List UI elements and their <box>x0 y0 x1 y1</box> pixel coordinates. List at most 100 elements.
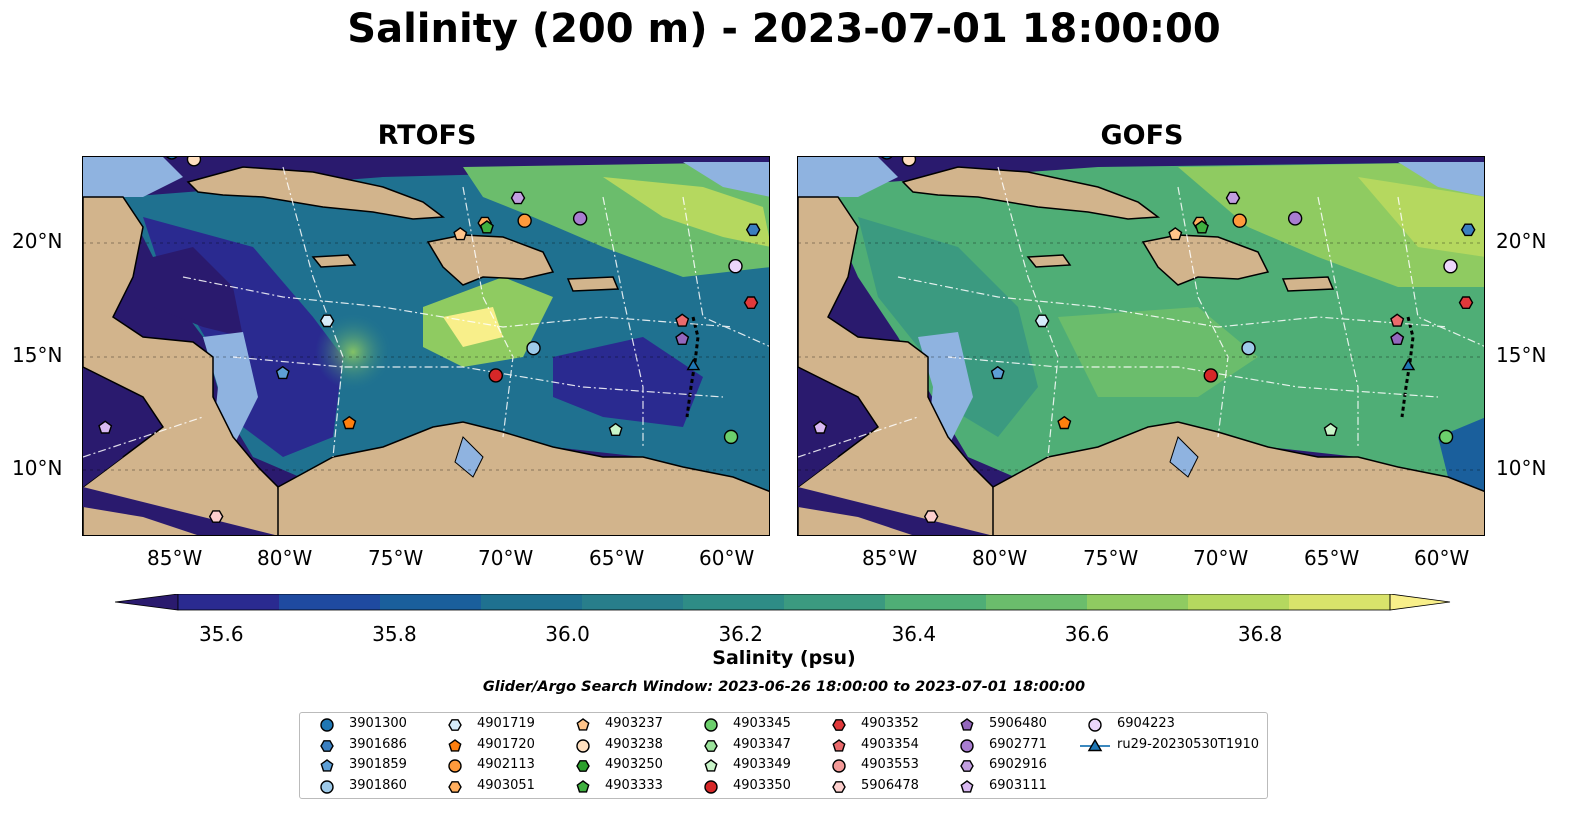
colorbar-bin-5 <box>582 594 684 610</box>
gofs-map-panel[interactable] <box>797 156 1485 536</box>
colorbar-bin-6 <box>683 594 785 610</box>
pacific-ocean <box>798 427 838 487</box>
float-marker-3901860[interactable] <box>526 340 541 356</box>
float-marker-3901860[interactable] <box>1241 340 1256 356</box>
gofs-float-markers <box>813 157 1476 523</box>
float-marker-4903349[interactable] <box>608 422 623 436</box>
float-marker-4903333[interactable] <box>479 220 494 234</box>
legend-marker-circle <box>704 718 718 732</box>
lake-maracaibo <box>1169 436 1199 478</box>
legend-label: 3901860 <box>349 777 407 793</box>
legend-marker-pentagon <box>832 738 846 752</box>
float-marker-4903333[interactable] <box>1194 220 1209 234</box>
legend-label: 3901686 <box>349 736 407 752</box>
lon-label-5: 60°W <box>1414 546 1470 570</box>
float-marker-6903111[interactable] <box>813 420 828 434</box>
hispaniola-land <box>426 234 555 286</box>
float-marker-4903350[interactable] <box>488 368 503 383</box>
lon-label-4: 65°W <box>1304 546 1360 570</box>
lon-label-2: 75°W <box>368 546 424 570</box>
legend-marker-hexagon <box>832 780 846 793</box>
legend-label: 4902113 <box>477 757 535 772</box>
rtofs-map-svg <box>83 157 769 535</box>
legend-marker-pentagon <box>704 759 718 772</box>
float-marker-4901719[interactable] <box>319 314 335 328</box>
float-marker-6903111[interactable] <box>98 420 113 434</box>
gulf-shelf <box>83 157 183 197</box>
float-marker-5906478[interactable] <box>923 510 939 523</box>
float-marker-6904223[interactable] <box>1443 259 1458 274</box>
float-marker-4903354[interactable] <box>675 313 690 327</box>
pacific-coast <box>83 487 275 535</box>
float-marker-4903345[interactable] <box>723 429 739 445</box>
legend-label: 6904223 <box>1117 716 1175 731</box>
legend-label: 6902771 <box>989 736 1047 752</box>
legend-marker-pentagon <box>576 779 590 793</box>
rtofs-float-markers <box>98 157 761 523</box>
float-marker-4903354[interactable] <box>1390 313 1405 327</box>
colorbar-extend-high <box>1389 594 1451 611</box>
float-marker-3901859[interactable] <box>275 365 290 380</box>
float-marker-4901719[interactable] <box>1034 314 1050 328</box>
legend-marker-circle <box>832 759 846 773</box>
legend-marker-hexagon <box>832 719 846 731</box>
float-marker-4903352[interactable] <box>743 296 759 310</box>
float-marker-4902113[interactable] <box>1232 213 1247 228</box>
legend-label: 6903111 <box>989 777 1047 793</box>
lake-maracaibo <box>454 436 484 478</box>
float-marker-4903352[interactable] <box>1458 296 1474 310</box>
float-marker-6902916[interactable] <box>510 191 526 205</box>
float-marker-4902113[interactable] <box>517 213 532 228</box>
float-marker-4903237[interactable] <box>453 227 468 241</box>
legend-marker-circle <box>448 759 462 773</box>
float-marker-4903237[interactable] <box>1168 227 1183 241</box>
float-marker-ru29-20230530T1910[interactable] <box>686 358 701 371</box>
legend-label: 4903238 <box>605 736 663 752</box>
float-marker-3901686[interactable] <box>1460 223 1476 237</box>
float-marker-4903345[interactable] <box>1438 429 1454 445</box>
float-marker-3901300[interactable] <box>880 157 893 160</box>
rtofs-map-panel[interactable] <box>82 156 770 536</box>
puerto-rico-land <box>566 276 620 292</box>
colorbar-tick-5: 36.6 <box>1064 622 1110 646</box>
float-marker-4901720[interactable] <box>1057 415 1072 430</box>
float-marker-ru29-20230530T1910[interactable] <box>1401 358 1416 371</box>
colorbar-bin-12 <box>1289 594 1391 610</box>
float-marker-6902771[interactable] <box>572 211 588 226</box>
float-marker-4903349[interactable] <box>1323 422 1338 436</box>
lon-label-3: 70°W <box>478 546 534 570</box>
colorbar-bin-3 <box>380 594 482 610</box>
float-marker-6902916[interactable] <box>1225 191 1241 205</box>
float-marker-4903238[interactable] <box>901 157 917 167</box>
legend-label: 5906478 <box>861 777 919 793</box>
lon-label-0: 85°W <box>147 546 203 570</box>
legend-marker-hexagon <box>448 719 462 731</box>
legend-marker-circle <box>320 779 334 794</box>
lat-label-1: 15°N <box>1496 343 1547 367</box>
south-america-land <box>277 421 769 535</box>
legend-label: 3901300 <box>349 716 407 731</box>
lon-label-4: 65°W <box>589 546 645 570</box>
float-marker-4903350[interactable] <box>1203 368 1218 383</box>
legend-marker-triangle-line <box>1080 738 1110 751</box>
float-marker-4903238[interactable] <box>186 157 202 167</box>
colorbar-frame <box>177 594 1391 611</box>
float-marker-4901720[interactable] <box>342 415 357 430</box>
float-marker-5906478[interactable] <box>208 510 224 523</box>
colorbar-tick-3: 36.2 <box>718 622 763 646</box>
float-marker-6904223[interactable] <box>728 259 743 274</box>
float-marker-6902771[interactable] <box>1287 211 1303 226</box>
gofs-map-svg <box>798 157 1484 535</box>
pacific-coast <box>798 487 990 535</box>
lat-label-2: 10°N <box>12 456 63 480</box>
float-marker-3901686[interactable] <box>745 223 761 237</box>
float-marker-5906480[interactable] <box>675 331 690 346</box>
float-marker-3901300[interactable] <box>165 157 178 160</box>
central-america-land <box>798 196 999 535</box>
legend-label: 4903354 <box>861 736 919 752</box>
legend-marker-pentagon <box>576 718 590 731</box>
colorbar-tick-0: 35.6 <box>199 622 244 646</box>
float-marker-3901859[interactable] <box>990 365 1005 380</box>
float-marker-5906480[interactable] <box>1390 331 1405 346</box>
eastern-low-salinity <box>553 337 703 427</box>
